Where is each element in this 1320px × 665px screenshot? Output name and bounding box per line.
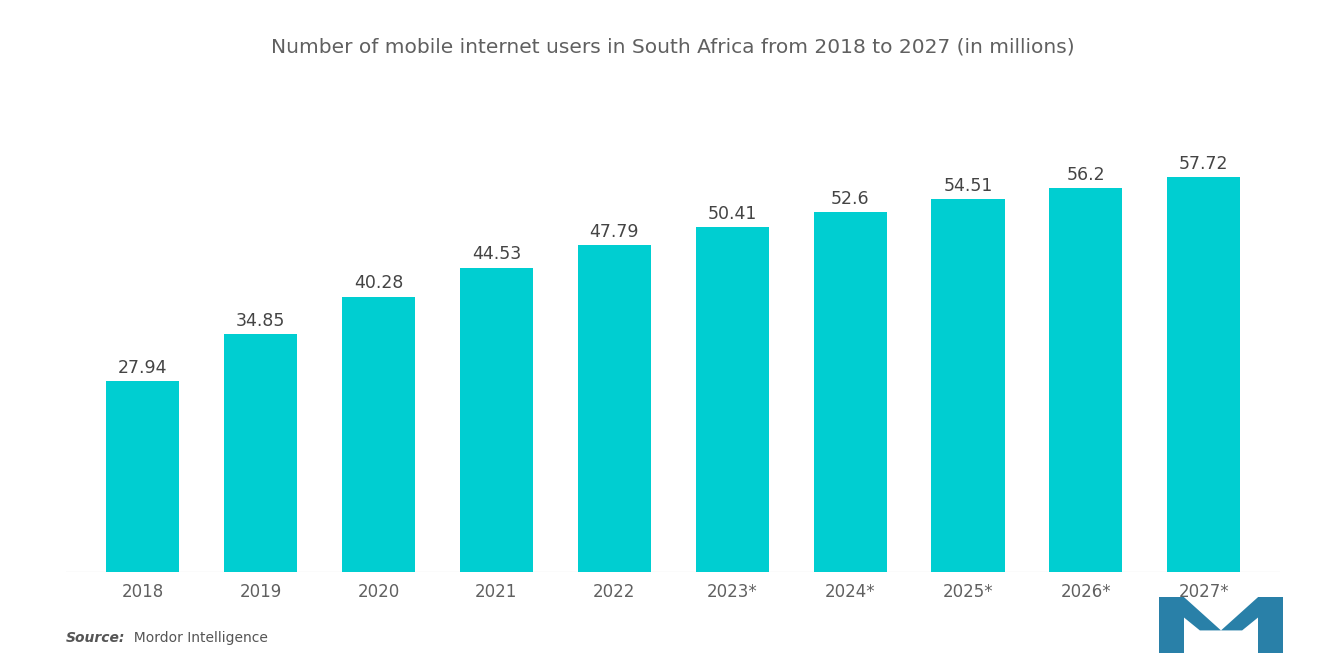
Text: 27.94: 27.94 [117,359,168,377]
Bar [932,200,1005,572]
Text: Source:: Source: [66,631,125,645]
Bar [106,381,180,572]
Text: Mordor Intelligence: Mordor Intelligence [125,631,268,645]
Bar [578,245,651,572]
Title: Number of mobile internet users in South Africa from 2018 to 2027 (in millions): Number of mobile internet users in South… [272,37,1074,56]
Bar [696,227,768,572]
Bar [1167,178,1241,572]
Bar [459,267,533,572]
Bar [342,297,414,572]
Bar [813,212,887,572]
Bar [224,334,297,572]
Text: 50.41: 50.41 [708,205,756,223]
Text: 47.79: 47.79 [590,223,639,241]
Text: 54.51: 54.51 [944,178,993,196]
Bar [1049,188,1122,572]
Text: 44.53: 44.53 [471,245,521,263]
Text: 40.28: 40.28 [354,275,403,293]
Text: 57.72: 57.72 [1179,156,1229,174]
Text: 52.6: 52.6 [830,190,870,208]
Text: 56.2: 56.2 [1067,166,1105,184]
Text: 34.85: 34.85 [236,312,285,330]
